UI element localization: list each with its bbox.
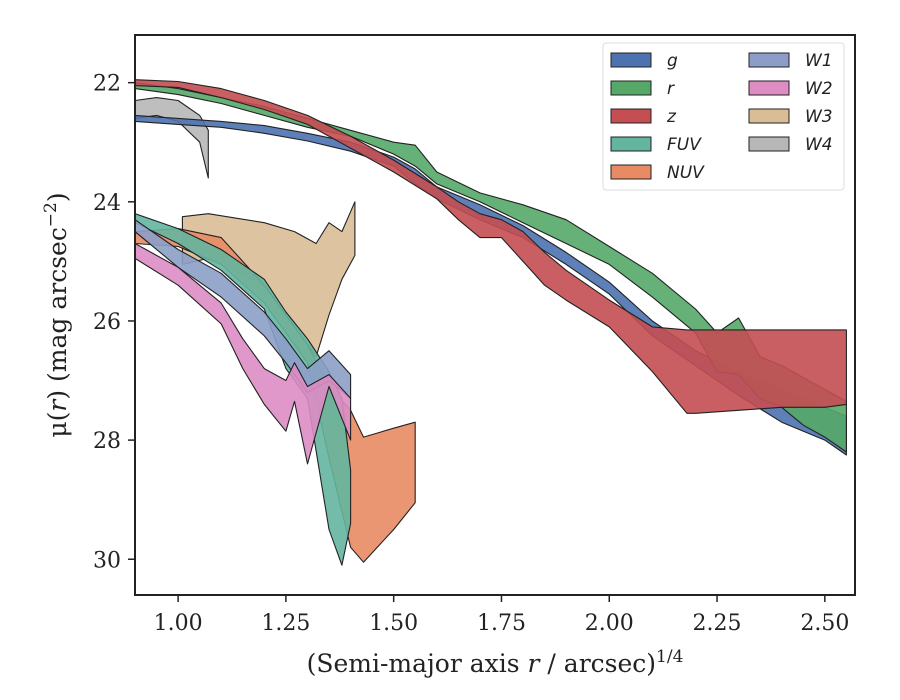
- legend-label-w3: W3: [805, 107, 833, 127]
- legend-swatch-w2: [748, 80, 790, 96]
- legend-swatch-nuv: [610, 164, 652, 180]
- plot-frame: [134, 34, 856, 596]
- legend-label-fuv: FUV: [667, 135, 702, 155]
- band-w2: [135, 242, 352, 465]
- x-tick-label: 1.75: [477, 611, 526, 636]
- x-tick-label: 1.00: [154, 611, 203, 636]
- y-tick-label: 26: [93, 310, 121, 335]
- legend-label-nuv: NUV: [667, 163, 705, 183]
- x-tick-label: 2.50: [800, 611, 849, 636]
- legend-box: [602, 42, 845, 191]
- legend-label-g: g: [667, 51, 678, 71]
- legend-swatch-w3: [748, 108, 790, 124]
- band-z: [135, 79, 847, 414]
- bands-layer: [135, 79, 847, 566]
- legend-label-w4: W4: [805, 135, 833, 155]
- y-axis-label: μ(r) (mag arcsec−2): [41, 192, 72, 437]
- ticks-layer: 1.00 1.25 1.50 1.75 2.00 2.25 2.50 22 24 26 28 30: [93, 72, 849, 636]
- band-r: [135, 82, 847, 453]
- legend-swatch-fuv: [610, 136, 652, 152]
- legend-label-w1: W1: [805, 51, 833, 71]
- legend-swatch-w1: [748, 52, 790, 68]
- legend-label-r: r: [667, 79, 675, 99]
- legend: grz FUV NUV W1 W2 W3 W4: [602, 42, 845, 191]
- legend-swatch-z: [610, 108, 652, 124]
- y-tick-label: 22: [93, 72, 121, 97]
- band-w4: [135, 97, 209, 179]
- x-axis-label: (Semi-major axis r / arcsec)1/4: [307, 647, 684, 678]
- x-tick-label: 2.00: [585, 611, 634, 636]
- legend-swatch-r: [610, 80, 652, 96]
- legend-swatch-g: [610, 52, 652, 68]
- legend-label-z: z: [666, 107, 677, 127]
- y-tick-label: 24: [93, 191, 121, 216]
- x-tick-label: 1.25: [261, 611, 310, 636]
- x-tick-label: 2.25: [693, 611, 742, 636]
- legend-swatch-w4: [748, 136, 790, 152]
- x-tick-label: 1.50: [369, 611, 418, 636]
- legend-label-w2: W2: [805, 79, 833, 99]
- y-tick-label: 30: [93, 548, 121, 573]
- y-tick-label: 28: [93, 429, 121, 454]
